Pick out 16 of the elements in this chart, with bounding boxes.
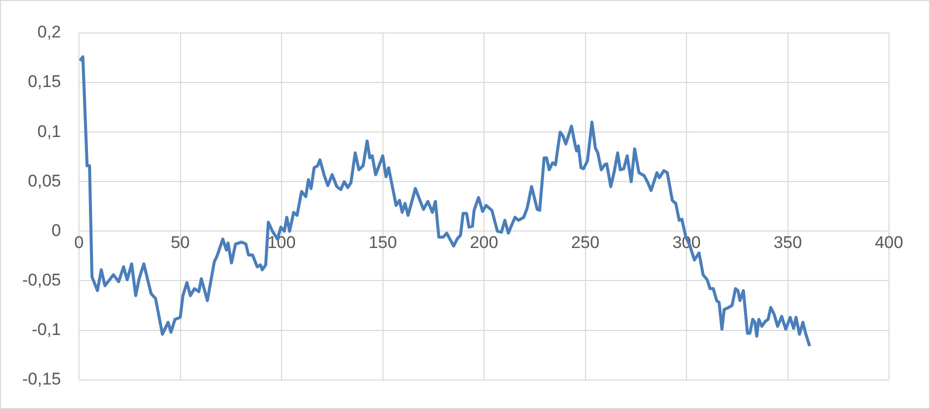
x-tick-label: 150 [368,233,397,252]
x-tick-label: 50 [170,233,190,252]
y-tick-label: 0,1 [37,122,61,141]
x-tick-label: 350 [774,233,802,252]
y-tick-label: 0 [52,220,61,240]
y-tick-label: -0,1 [32,320,61,339]
x-tick-label: 400 [874,233,904,252]
x-tick-label: 100 [267,233,296,252]
y-tick-label: 0,05 [28,171,61,190]
y-tick-label: 0,15 [28,72,61,92]
y-tick-label: -0,05 [22,270,61,290]
x-tick-label: 0 [74,233,84,252]
x-tick-label: 200 [470,233,498,252]
x-tick-label: 250 [571,233,600,252]
y-tick-label: 0,2 [37,22,61,42]
y-tick-label: -0,15 [22,369,61,388]
